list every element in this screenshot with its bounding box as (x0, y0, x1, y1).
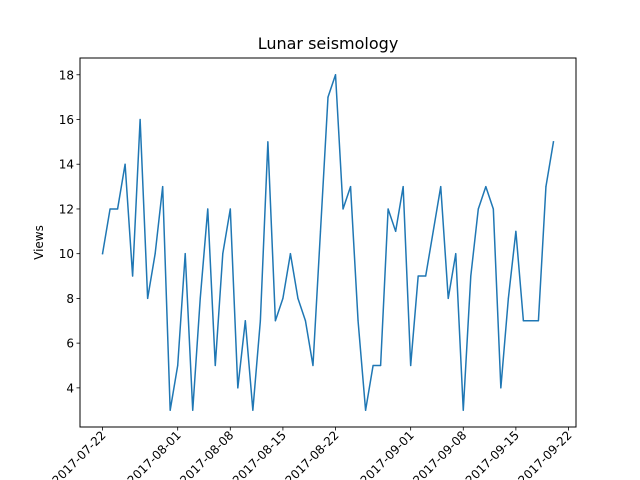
data-point (147, 297, 149, 300)
data-point (432, 230, 434, 232)
data-point (447, 297, 449, 300)
data-point (267, 141, 269, 143)
data-point (492, 208, 494, 210)
data-point (304, 320, 307, 322)
data-point (522, 320, 524, 322)
data-point (199, 297, 201, 300)
data-point (417, 275, 419, 277)
data-point (349, 185, 352, 188)
data-point (184, 253, 186, 255)
data-point (334, 74, 337, 76)
data-point (312, 364, 314, 367)
data-point (101, 253, 104, 255)
data-point (395, 230, 397, 232)
data-point (552, 141, 555, 143)
data-point (259, 320, 261, 322)
data-point (470, 275, 472, 277)
data-point (387, 208, 389, 210)
data-point (207, 208, 209, 210)
data-point (327, 96, 329, 98)
data-point (485, 185, 487, 188)
data-point (229, 208, 231, 210)
data-point (319, 230, 322, 232)
data-point (402, 185, 404, 188)
data-point (440, 185, 442, 188)
plot-frame (79, 57, 577, 428)
data-point (425, 275, 427, 277)
data-point (132, 275, 134, 277)
chart-title: Lunar seismology (258, 34, 399, 53)
y-axis: 4 6 8 10 12 14 16 18 (59, 68, 80, 395)
y-tick-label: 4 (66, 381, 74, 395)
y-tick-label: 12 (59, 202, 74, 216)
data-point (537, 320, 540, 322)
data-point (214, 364, 216, 367)
data-point (169, 409, 171, 411)
data-point (154, 253, 156, 255)
data-point (364, 409, 367, 411)
data-point (410, 364, 412, 367)
data-point (116, 208, 119, 210)
data-point (507, 297, 509, 300)
data-point (545, 185, 547, 188)
data-point (477, 208, 479, 210)
data-point (530, 320, 532, 322)
y-tick-label: 14 (59, 158, 74, 172)
data-point (342, 208, 344, 210)
y-axis-label: Views (32, 225, 46, 260)
data-point (297, 297, 299, 300)
data-point (380, 364, 382, 367)
data-point (222, 253, 224, 255)
y-tick-label: 6 (66, 337, 74, 351)
data-point (244, 320, 246, 322)
plot-area (101, 74, 555, 411)
data-point (274, 320, 276, 322)
y-tick-label: 18 (59, 68, 74, 82)
y-tick-label: 10 (59, 247, 74, 261)
data-point (357, 320, 359, 322)
data-point (192, 409, 194, 411)
data-point (282, 297, 284, 300)
data-point (500, 387, 502, 389)
data-point (177, 364, 179, 367)
data-point (109, 208, 111, 210)
data-point (139, 118, 141, 121)
data-point (515, 230, 517, 232)
y-tick-label: 16 (59, 113, 74, 127)
data-point (237, 387, 239, 389)
data-point (455, 253, 457, 255)
data-point (124, 163, 126, 165)
data-point (289, 253, 292, 255)
data-point (252, 409, 254, 411)
y-tick-label: 8 (66, 292, 74, 306)
data-point (162, 185, 164, 188)
data-point (462, 409, 464, 411)
data-point (372, 364, 374, 367)
